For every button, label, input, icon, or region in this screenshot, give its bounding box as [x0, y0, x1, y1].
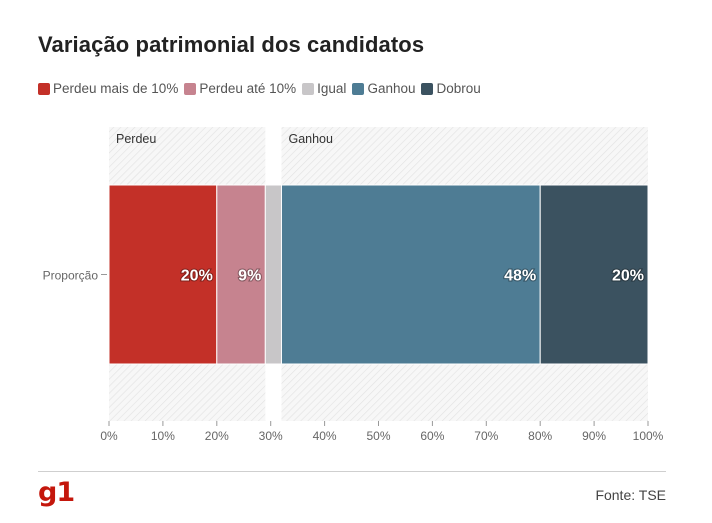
x-tick-label: 90%: [582, 429, 606, 443]
legend-item-igual: Igual: [302, 81, 346, 96]
region-label: Ganhou: [288, 132, 333, 146]
x-tick-label: 40%: [313, 429, 337, 443]
legend-label: Perdeu até 10%: [199, 81, 297, 96]
legend-item-ganhou: Ganhou: [352, 81, 415, 96]
footer-divider: [38, 471, 666, 472]
legend-label: Igual: [317, 81, 347, 96]
x-tick-label: 100%: [633, 429, 664, 443]
legend-label: Ganhou: [367, 81, 416, 96]
bar-segment: [264, 184, 282, 365]
legend-swatch: [421, 82, 434, 95]
x-tick-label: 50%: [366, 429, 390, 443]
x-tick-label: 20%: [205, 429, 229, 443]
x-tick-label: 80%: [528, 429, 552, 443]
data-label: 20%: [612, 268, 644, 285]
x-tick-label: 70%: [474, 429, 498, 443]
x-tick-label: 0%: [100, 429, 118, 443]
legend-swatch: [38, 82, 50, 95]
g1-logo: g1: [38, 477, 75, 508]
x-tick-label: 10%: [151, 429, 175, 443]
bar-segment: [539, 184, 649, 365]
stacked-bar-chart: Perdeu Ganhou 20% 9% 48% 20% Proporção 0% 10% 2…: [43, 127, 664, 443]
chart-legend: Perdeu mais de 10% Perdeu até 10% Igual …: [38, 81, 487, 96]
source-note: Fonte: TSE: [595, 487, 666, 503]
bar-segment: [280, 184, 541, 365]
region-label: Perdeu: [116, 132, 156, 146]
legend-swatch: [352, 82, 365, 95]
legend-item-dobrou: Dobrou: [421, 81, 481, 96]
legend-swatch: [302, 82, 315, 95]
bar-segment: [108, 184, 218, 365]
data-label: 48%: [504, 268, 536, 285]
x-tick-label: 60%: [420, 429, 444, 443]
category-label: Proporção: [43, 269, 99, 283]
chart-title: Variação patrimonial dos candidatos: [38, 32, 425, 57]
legend-item-perdeu-mais: Perdeu mais de 10%: [38, 81, 178, 96]
legend-swatch: [184, 82, 197, 95]
data-label: 20%: [181, 268, 213, 285]
x-tick-label: 30%: [259, 429, 283, 443]
legend-label: Dobrou: [436, 81, 481, 96]
data-label: 9%: [238, 268, 261, 285]
legend-label: Perdeu mais de 10%: [53, 81, 179, 96]
legend-item-perdeu-ate: Perdeu até 10%: [184, 81, 296, 96]
